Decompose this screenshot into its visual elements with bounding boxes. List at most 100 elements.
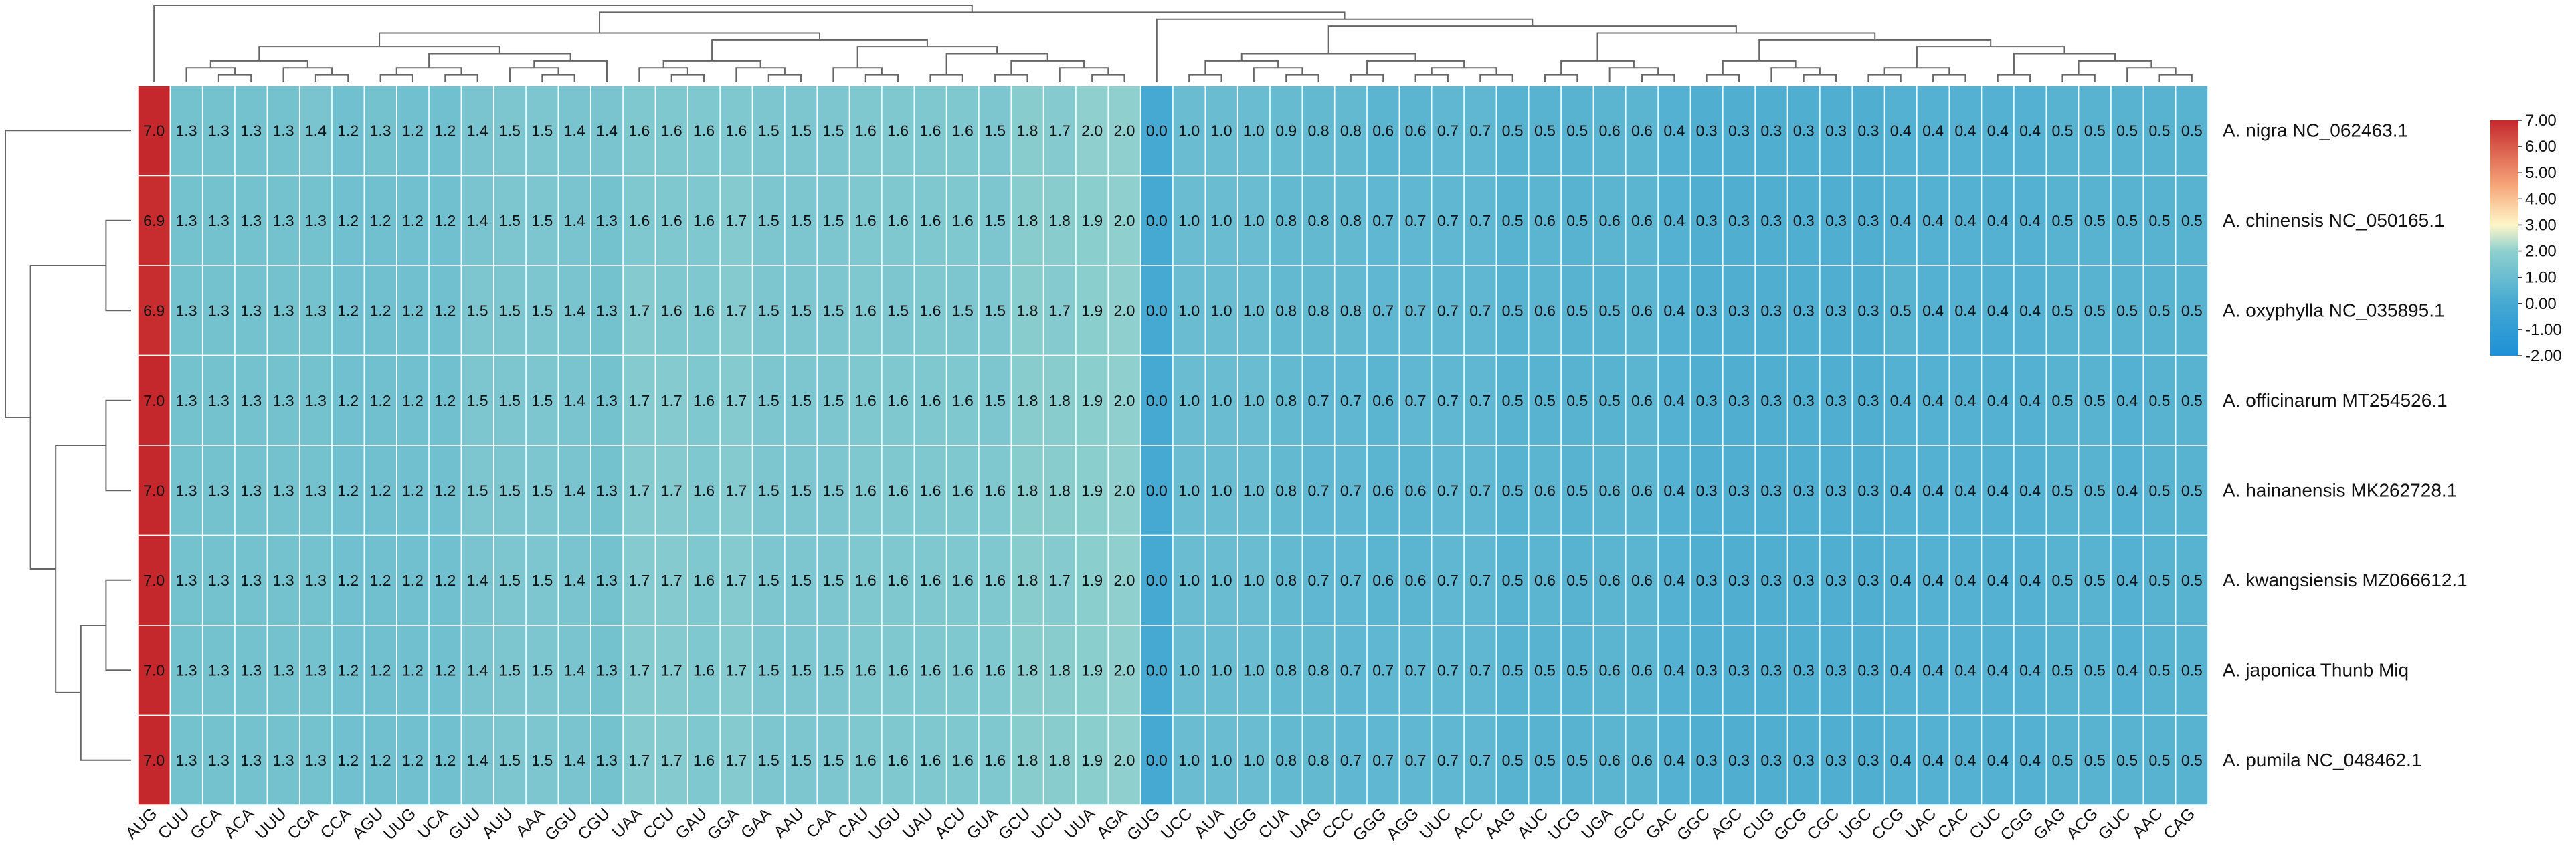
heatmap-cell-label: 0.7 — [1469, 481, 1491, 499]
heatmap-cell — [1431, 354, 1465, 446]
column-dendrogram-branch — [929, 74, 963, 82]
heatmap-cell-label: 0.7 — [1405, 302, 1427, 319]
heatmap-cell-label: 1.5 — [984, 122, 1006, 139]
heatmap-cell — [1010, 175, 1044, 266]
heatmap-cell-label: 1.6 — [693, 481, 715, 499]
heatmap-cell — [1786, 534, 1821, 626]
heatmap-cell-label: 0.6 — [1599, 122, 1621, 139]
heatmap-cell — [590, 534, 624, 626]
heatmap-cell — [363, 85, 397, 177]
heatmap-cell-label: 1.6 — [919, 302, 941, 319]
heatmap-cell-label: 1.2 — [402, 122, 424, 139]
heatmap-cell-label: 1.0 — [1211, 661, 1232, 679]
heatmap-cell-label: 0.4 — [1954, 392, 1976, 409]
heatmap-cell — [913, 714, 947, 806]
heatmap-cell-label: 1.4 — [467, 122, 488, 139]
heatmap-cell-label: 0.4 — [1922, 481, 1944, 499]
column-label: UUC — [1416, 804, 1455, 843]
column-dendrogram-branch — [1156, 18, 1534, 82]
column-dendrogram-branch — [1932, 74, 1966, 82]
heatmap-cell — [234, 534, 268, 626]
heatmap-cell — [687, 714, 721, 806]
column-label: GAU — [672, 804, 711, 843]
heatmap-cell-label: 1.5 — [822, 302, 844, 319]
heatmap-cell-label: 0.4 — [1663, 212, 1685, 229]
heatmap-cell-label: 1.6 — [855, 572, 877, 589]
heatmap-cell — [1366, 265, 1400, 356]
heatmap-cell — [1172, 445, 1206, 536]
column-dendrogram — [153, 5, 2193, 82]
heatmap-cell-label: 0.6 — [1631, 302, 1653, 319]
heatmap-cell-label: 0.4 — [1954, 302, 1976, 319]
heatmap-cell-label: 1.6 — [855, 122, 877, 139]
heatmap-cell — [266, 445, 300, 536]
heatmap-cell-label: 0.7 — [1308, 481, 1329, 499]
heatmap-cell — [1333, 265, 1368, 356]
heatmap-cell — [1107, 354, 1141, 446]
heatmap-cell-label: 1.3 — [240, 392, 262, 409]
heatmap-cell — [978, 714, 1012, 806]
heatmap-cell — [913, 445, 947, 536]
heatmap-cell — [590, 445, 624, 536]
heatmap-cell — [1204, 265, 1238, 356]
column-label: AGG — [1383, 804, 1422, 843]
heatmap-cell — [687, 175, 721, 266]
heatmap-cell-label: 1.2 — [402, 212, 424, 229]
heatmap-cell-label: 0.3 — [1728, 572, 1750, 589]
column-dendrogram-branch — [1596, 32, 1876, 61]
heatmap-cell-label: 1.5 — [499, 392, 521, 409]
heatmap-cell-label: 1.5 — [758, 122, 779, 139]
color-legend-tick-label: -1.00 — [2525, 321, 2562, 339]
heatmap-cell — [1333, 625, 1368, 716]
heatmap-cell-label: 1.4 — [564, 392, 585, 409]
heatmap-cell-label: 0.5 — [2181, 572, 2203, 589]
heatmap-cell — [2078, 714, 2112, 806]
heatmap-cell-label: 2.0 — [1113, 302, 1135, 319]
column-label: UAA — [608, 804, 646, 841]
heatmap-cell-label: 1.5 — [499, 572, 521, 589]
heatmap-cell-label: 1.5 — [790, 392, 812, 409]
heatmap-cell-label: 0.5 — [1890, 302, 1912, 319]
heatmap-cell-label: 1.6 — [887, 481, 909, 499]
heatmap-cell-label: 1.6 — [919, 392, 941, 409]
heatmap-cell — [2175, 354, 2209, 446]
heatmap-cell-label: 0.4 — [1922, 302, 1944, 319]
column-label: UGG — [1220, 804, 1261, 844]
heatmap-cell-label: 0.8 — [1275, 481, 1297, 499]
heatmap-cell — [2142, 445, 2177, 536]
heatmap-cell — [1851, 714, 1885, 806]
heatmap-cell-label: 1.3 — [240, 572, 262, 589]
heatmap-cell-label: 1.0 — [1178, 752, 1200, 769]
heatmap-cell — [137, 354, 171, 446]
heatmap-cell-label: 1.3 — [305, 212, 327, 229]
heatmap-cell-label: 0.5 — [2084, 752, 2106, 769]
heatmap-cell-label: 1.5 — [531, 752, 553, 769]
heatmap-cell-label: 6.9 — [143, 302, 165, 319]
heatmap-cell — [1689, 625, 1724, 716]
heatmap-cell — [687, 625, 721, 716]
heatmap-cell-label: 1.3 — [305, 481, 327, 499]
heatmap-cell-label: 1.0 — [1243, 661, 1265, 679]
column-dendrogram-branch — [1188, 74, 1222, 82]
heatmap-cell — [654, 534, 688, 626]
heatmap-cell — [1075, 625, 1109, 716]
heatmap-cell-label: 1.7 — [1049, 572, 1071, 589]
color-legend-bar — [2490, 120, 2518, 356]
heatmap-cell-label: 1.9 — [1081, 752, 1103, 769]
heatmap-cell-label: 0.6 — [1599, 481, 1621, 499]
column-dendrogram-branch — [379, 74, 413, 82]
heatmap-cell-label: 1.2 — [434, 752, 456, 769]
heatmap-cell-label: 0.5 — [1566, 392, 1588, 409]
heatmap-cell-label: 1.7 — [628, 572, 650, 589]
column-label: AUU — [478, 804, 517, 842]
heatmap-cell — [881, 445, 915, 536]
heatmap-cell — [1528, 85, 1562, 177]
heatmap-cell-label: 0.6 — [1631, 661, 1653, 679]
heatmap-cell-label: 1.3 — [596, 572, 618, 589]
heatmap-cell-label: 1.6 — [693, 122, 715, 139]
column-label: UGU — [865, 804, 905, 843]
column-label: UCA — [413, 804, 452, 842]
heatmap-cell-label: 1.6 — [919, 212, 941, 229]
heatmap-cell — [396, 625, 430, 716]
column-dendrogram-branch — [599, 11, 1346, 33]
